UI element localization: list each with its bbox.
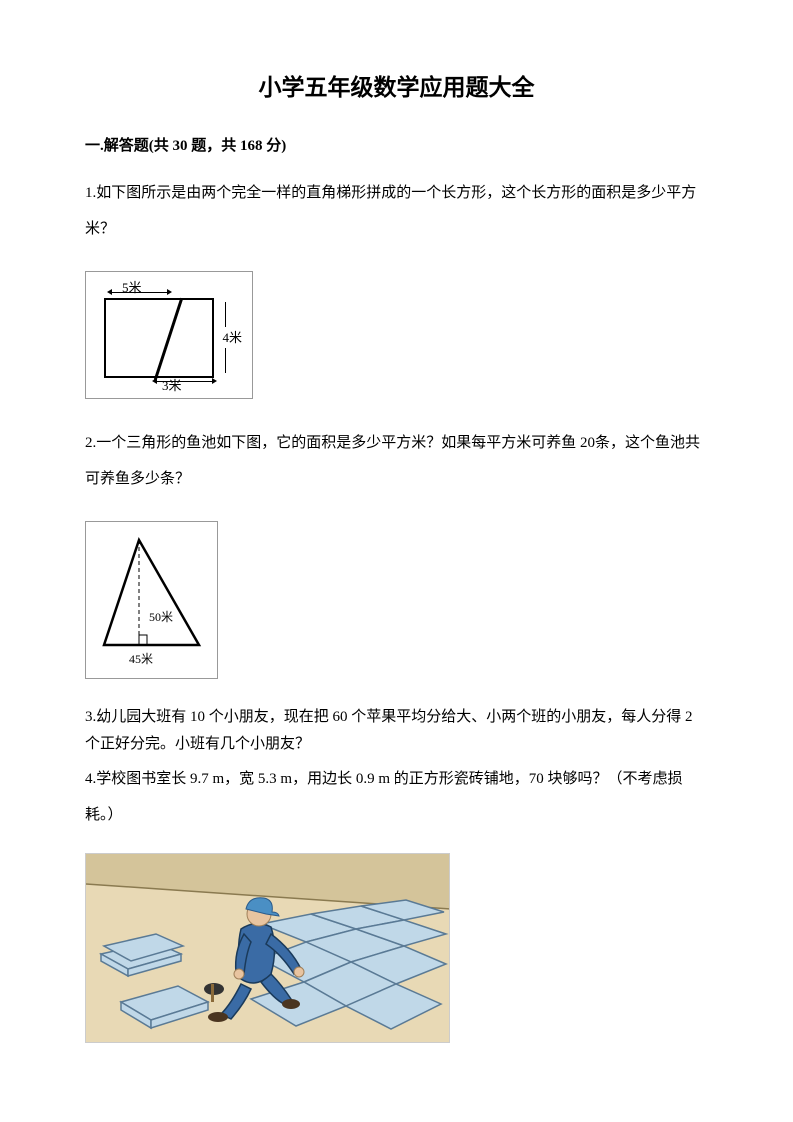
problem-2: 2.一个三角形的鱼池如下图，它的面积是多少平方米？如果每平方米可养鱼 20条，这… [85,425,708,497]
problem-4: 4.学校图书室长 9.7 m，宽 5.3 m，用边长 0.9 m 的正方形瓷砖铺… [85,761,708,833]
figure-3-tiling [85,853,450,1043]
figure-1-rectangle: 5米 4米 3米 [85,271,253,399]
page-title: 小学五年级数学应用题大全 [85,70,708,105]
label-45m: 45米 [129,650,153,668]
problem-3: 3.幼儿园大班有 10 个小朋友，现在把 60 个苹果平均分给大、小两个班的小朋… [85,704,708,758]
label-50m: 50米 [149,608,173,626]
section-header: 一.解答题(共 30 题，共 168 分) [85,135,708,158]
label-5m: 5米 [122,278,142,298]
section-detail: (共 30 题，共 168 分) [149,138,287,154]
section-prefix: 一.解答题 [85,138,149,154]
arrow-right-top [225,302,226,327]
label-3m: 3米 [162,376,182,396]
triangle-svg [99,535,204,655]
arrow-right-bottom [225,348,226,373]
problem-1: 1.如下图所示是由两个完全一样的直角梯形拼成的一个长方形，这个长方形的面积是多少… [85,175,708,247]
label-4m: 4米 [222,328,242,348]
figure-2-triangle: 50米 45米 [85,521,218,679]
tiling-svg [86,854,450,1043]
